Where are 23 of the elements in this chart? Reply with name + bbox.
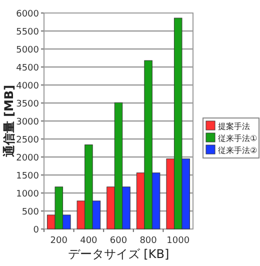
y-tick-label: 1500 [16, 172, 40, 182]
x-axis-title: データサイズ [KB] [68, 247, 170, 261]
x-tick-label: 200 [50, 236, 68, 246]
y-axis-title: 通信量 [MB] [2, 84, 16, 158]
y-tick-label: 4000 [16, 82, 40, 92]
x-tick-label: 600 [110, 236, 128, 246]
y-tick-label: 0 [33, 226, 40, 236]
legend-label: 従来手法② [218, 146, 258, 155]
y-tick-label: 5000 [16, 46, 40, 56]
legend-label: 提案手法 [218, 122, 250, 131]
y-tick-label: 3500 [16, 100, 40, 110]
y-tick-label: 2000 [16, 154, 40, 164]
legend-label: 従来手法① [218, 134, 258, 143]
y-tick-label: 500 [22, 208, 40, 218]
y-tick-label: 1000 [16, 190, 40, 200]
x-tick-label: 400 [80, 236, 98, 246]
y-tick-label: 4500 [16, 64, 40, 74]
y-tick-label: 5500 [16, 28, 40, 38]
y-tick-label: 6000 [16, 10, 40, 20]
y-tick-label: 2500 [16, 136, 40, 146]
y-tick-label: 3000 [16, 118, 40, 128]
x-tick-label: 800 [140, 236, 158, 246]
x-tick-label: 1000 [166, 236, 190, 246]
